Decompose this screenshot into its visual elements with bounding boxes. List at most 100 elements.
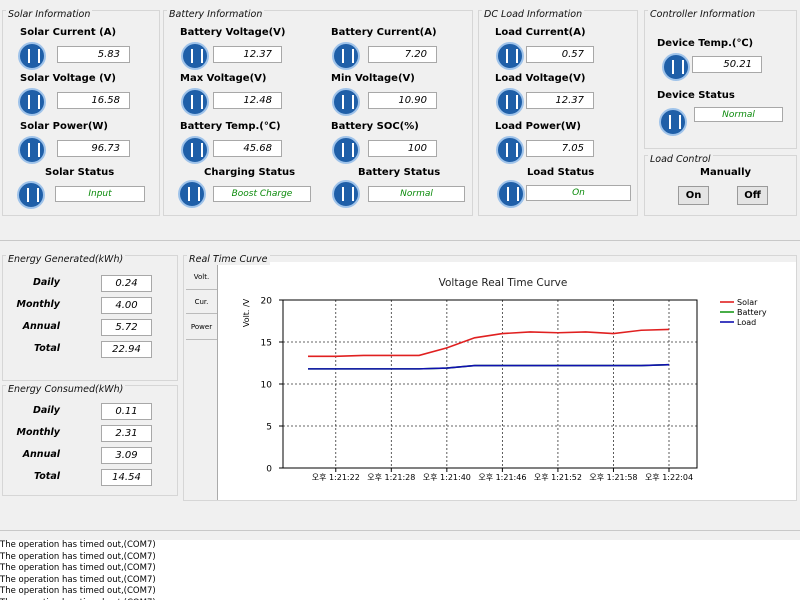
icon	[497, 180, 525, 208]
legend-label: Solar	[737, 298, 758, 307]
value-box: 7.05	[526, 140, 594, 157]
field-label: Solar Voltage (V)	[20, 73, 116, 84]
value-box: 45.68	[213, 140, 282, 157]
curve-tab[interactable]: Power	[186, 314, 217, 340]
x-tick-label: 오후 1:22:04	[645, 473, 693, 482]
status-label: Solar Status	[45, 167, 115, 178]
curve-tab[interactable]: Cur.	[186, 290, 217, 314]
voltage-chart: Voltage Real Time Curve Volt. /V 0 5 10 15 20 오…	[242, 277, 767, 482]
group-title: Energy Consumed(kWh)	[6, 384, 126, 395]
load-button[interactable]: Off	[737, 186, 768, 205]
group-box	[644, 155, 797, 216]
value-box: 100	[368, 140, 437, 157]
icon	[332, 136, 360, 164]
icon	[659, 108, 687, 136]
value-box: 96.73	[57, 140, 130, 157]
field-label: Load Power(W)	[495, 121, 581, 132]
energy-label: Monthly	[16, 427, 61, 438]
log-line: The operation has timed out,(COM7)	[0, 586, 156, 596]
x-tick-label: 오후 1:21:52	[534, 473, 582, 482]
x-tick-label: 오후 1:21:22	[312, 473, 360, 482]
energy-value: 3.09	[101, 447, 152, 464]
icon	[332, 180, 360, 208]
x-tick-label: 오후 1:21:28	[367, 473, 415, 482]
energy-label: Annual	[22, 321, 60, 332]
group-box	[183, 255, 797, 501]
field-label: Battery Voltage(V)	[180, 27, 286, 38]
y-tick-label: 0	[266, 465, 272, 475]
x-tick-label: 오후 1:21:58	[589, 473, 637, 482]
separator	[0, 240, 800, 241]
log-line: The operation has timed out,(COM7)	[0, 540, 156, 550]
group-title: Battery Information	[167, 9, 265, 20]
status-label: Charging Status	[204, 167, 296, 178]
value-box: 12.48	[213, 92, 282, 109]
icon	[17, 181, 45, 209]
group-box	[2, 255, 178, 381]
icon	[496, 42, 524, 70]
energy-value: 22.94	[101, 341, 152, 358]
separator	[0, 530, 800, 531]
group-title: Energy Generated(kWh)	[6, 254, 126, 265]
value-box: 16.58	[57, 92, 130, 109]
mode-label: Manually	[700, 167, 752, 178]
icon	[332, 42, 360, 70]
energy-value: 0.11	[101, 403, 152, 420]
icon	[662, 53, 690, 81]
x-tick-label: 오후 1:21:40	[423, 473, 471, 482]
value-box: 10.90	[368, 92, 437, 109]
field-label: Battery Temp.(℃)	[180, 121, 281, 132]
legend-label: Battery	[737, 308, 767, 317]
curve-tab[interactable]: Volt.	[186, 265, 217, 290]
icon	[496, 136, 524, 164]
energy-label: Annual	[22, 449, 60, 460]
icon	[181, 42, 209, 70]
value-box: 0.57	[526, 46, 594, 63]
status-box: Boost Charge	[213, 186, 311, 202]
value-box: 12.37	[213, 46, 282, 63]
log-line: The operation has timed out,(COM7)	[0, 574, 156, 585]
load-button[interactable]: On	[678, 186, 709, 205]
field-label: Solar Current (A)	[20, 27, 117, 38]
status-label: Battery Status	[358, 167, 441, 178]
value-box: 7.20	[368, 46, 437, 63]
energy-label: Monthly	[16, 299, 61, 310]
log-line: The operation has timed out,(COM7)	[0, 598, 800, 600]
value-box: 50.21	[692, 56, 762, 73]
icon	[332, 88, 360, 116]
field-label: Device Temp.(℃)	[657, 38, 754, 49]
energy-value: 2.31	[101, 425, 152, 442]
value-box: 12.37	[526, 92, 594, 109]
chart-title: Voltage Real Time Curve	[439, 277, 568, 289]
icon	[18, 136, 46, 164]
series-line	[308, 363, 670, 370]
series-line	[308, 328, 670, 358]
energy-value: 14.54	[101, 469, 152, 486]
y-tick-label: 10	[261, 381, 273, 391]
energy-label: Total	[34, 343, 60, 354]
icon	[181, 88, 209, 116]
group-title: Load Control	[648, 154, 713, 165]
chart-area	[218, 262, 797, 500]
field-label: Battery Current(A)	[331, 27, 437, 38]
field-label: Solar Power(W)	[20, 121, 108, 132]
group-title: Solar Information	[6, 9, 93, 20]
field-label: Max Voltage(V)	[180, 73, 267, 84]
log-line: The operation has timed out,(COM7)	[0, 551, 156, 562]
icon	[18, 88, 46, 116]
icon	[181, 136, 209, 164]
y-axis-label: Volt. /V	[242, 298, 251, 327]
x-tick-label: 오후 1:21:46	[478, 473, 526, 482]
legend-label: Load	[737, 318, 756, 327]
tab-divider	[217, 262, 218, 500]
status-box: Normal	[368, 186, 465, 202]
log-panel: The operation has timed out,(COM7) The op…	[0, 540, 800, 600]
group-title: DC Load Information	[482, 9, 585, 20]
field-label: Battery SOC(%)	[331, 121, 419, 132]
status-box: Input	[55, 186, 145, 202]
log-line: The operation has timed out,(COM7)	[0, 563, 156, 573]
energy-value: 0.24	[101, 275, 152, 292]
field-label: Min Voltage(V)	[331, 73, 415, 84]
icon	[18, 42, 46, 70]
